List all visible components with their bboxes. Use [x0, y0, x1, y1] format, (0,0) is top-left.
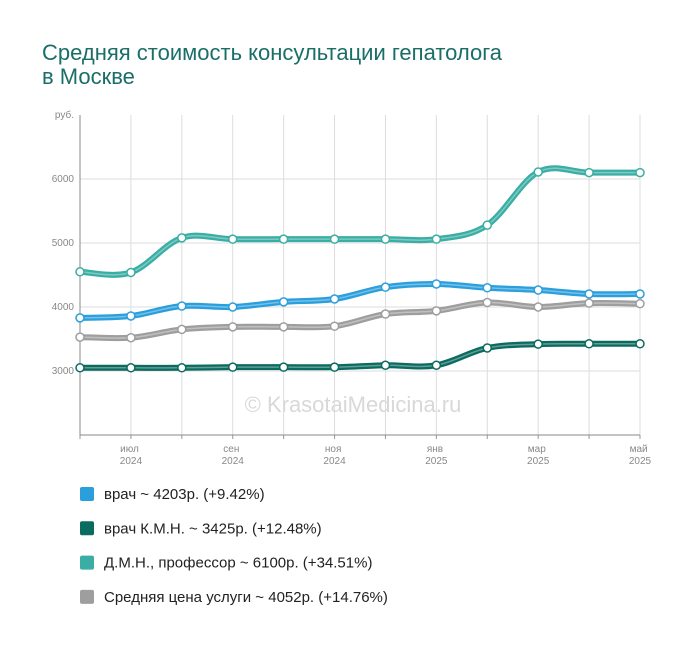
point — [533, 339, 543, 349]
x-tick-label: ноя 2024 — [323, 444, 346, 467]
y-axis-label: руб. — [55, 109, 74, 121]
point — [278, 234, 289, 244]
x-tick-label: мар 2025 — [527, 444, 550, 467]
point — [278, 322, 289, 332]
point — [126, 332, 136, 343]
point — [533, 302, 543, 312]
point — [329, 362, 340, 372]
series-line-highlight — [79, 167, 641, 276]
point — [482, 343, 493, 353]
point — [380, 309, 391, 319]
point — [75, 267, 85, 277]
point — [177, 233, 187, 243]
point — [75, 332, 85, 342]
legend-label: врач ~ 4203р. (+9.42%) — [104, 486, 265, 503]
point — [635, 167, 645, 178]
x-tick-label: сен 2024 — [222, 444, 245, 467]
point — [431, 360, 442, 370]
point — [482, 283, 493, 293]
series-line — [77, 340, 643, 371]
y-tick-label: 4000 — [52, 302, 75, 313]
point — [75, 363, 85, 373]
point — [380, 282, 391, 292]
point — [227, 302, 238, 312]
point — [126, 363, 136, 373]
series-line — [77, 280, 643, 321]
point — [431, 306, 442, 316]
watermark: © KrasotaiMedicina.ru — [245, 392, 462, 417]
y-tick-label: 6000 — [52, 174, 75, 185]
point — [431, 279, 442, 289]
x-tick-label: май 2025 — [629, 444, 652, 467]
point — [75, 313, 85, 323]
point — [177, 324, 187, 335]
point — [380, 234, 391, 244]
point — [431, 234, 442, 244]
point — [227, 322, 238, 332]
x-tick-label: июл 2024 — [120, 444, 143, 467]
point — [177, 363, 187, 373]
point — [635, 298, 645, 309]
point — [584, 167, 594, 178]
legend-label: Средняя цена услуги ~ 4052р. (+14.76%) — [104, 589, 388, 606]
point — [584, 298, 594, 308]
point — [329, 321, 340, 331]
legend-swatch — [80, 555, 94, 570]
series-line — [77, 165, 643, 278]
point — [635, 289, 645, 299]
point — [227, 362, 238, 372]
point — [635, 339, 645, 349]
x-tick-label: янв 2025 — [425, 444, 448, 467]
legend-swatch — [80, 589, 94, 604]
chart-title: Средняя стоимость консультации гепатолог… — [42, 40, 508, 89]
point — [482, 220, 493, 230]
point — [329, 294, 340, 304]
point — [126, 311, 136, 321]
point — [126, 267, 136, 278]
point — [227, 234, 238, 244]
point — [533, 285, 543, 295]
legend-label: врач К.М.Н. ~ 3425р. (+12.48%) — [104, 520, 322, 537]
legend-swatch — [80, 487, 94, 501]
point — [380, 360, 391, 370]
point — [177, 301, 187, 311]
point — [533, 167, 543, 177]
grid — [79, 115, 641, 439]
y-tick-label: 5000 — [52, 238, 75, 249]
point — [584, 339, 594, 349]
legend-swatch — [80, 521, 94, 536]
point — [278, 362, 289, 372]
y-tick-label: 3000 — [52, 366, 75, 377]
point — [584, 289, 594, 299]
point — [482, 297, 493, 308]
point — [329, 234, 340, 244]
point — [278, 297, 289, 307]
legend-label: Д.М.Н., профессор ~ 6100р. (+34.51%) — [104, 555, 372, 572]
